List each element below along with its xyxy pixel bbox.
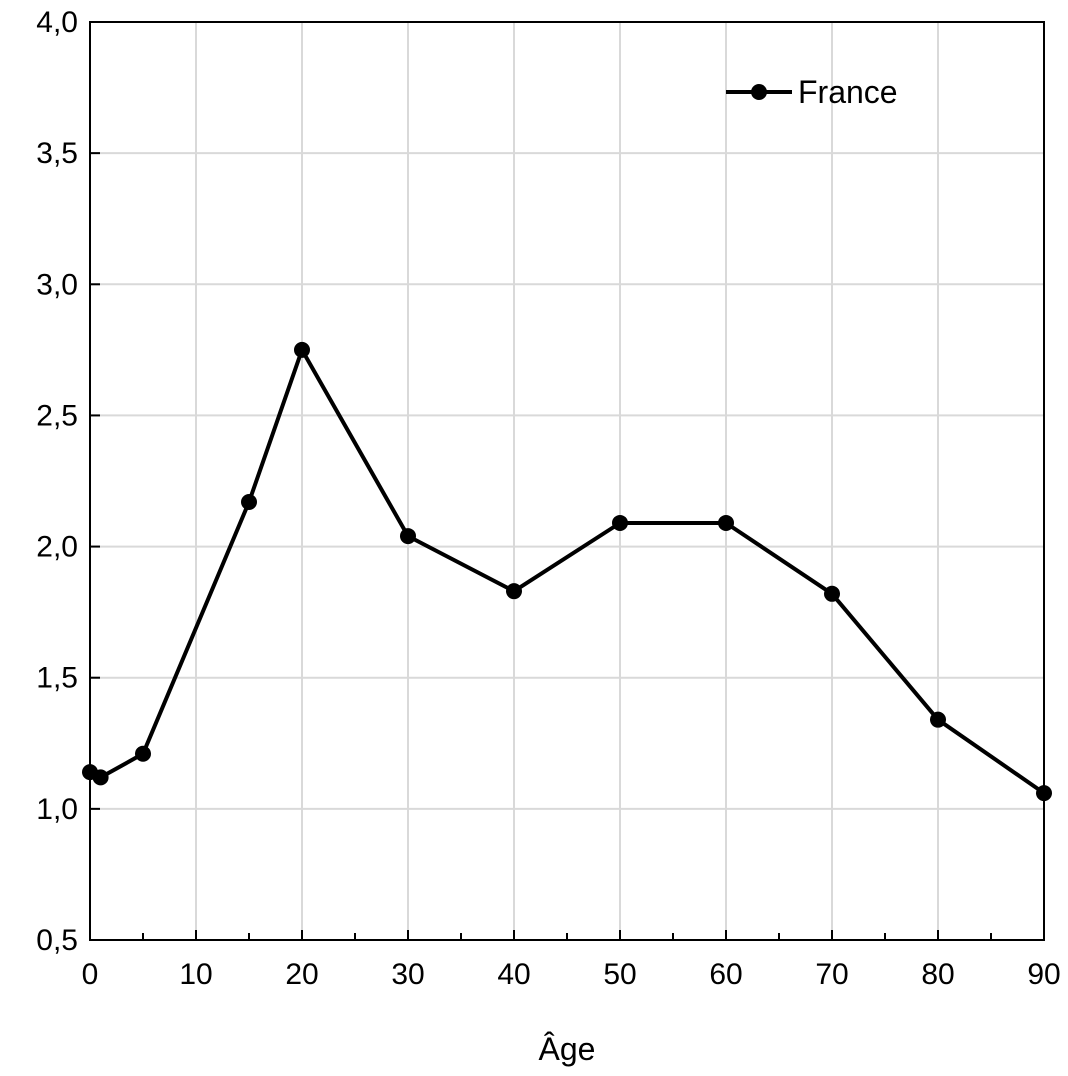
y-tick-label-3: 2,0: [36, 531, 78, 564]
y-tick-label-7: 4,0: [36, 6, 78, 39]
x-tick-label-6: 60: [709, 958, 742, 991]
y-tick-label-4: 2,5: [36, 399, 78, 432]
axes: [89, 21, 1045, 941]
series-line-0: [89, 347, 1046, 795]
legend: France: [726, 74, 898, 110]
x-tick-label-9: 90: [1027, 958, 1060, 991]
data-point-0-10: [930, 711, 946, 728]
data-point-0-5: [400, 528, 416, 545]
grid: [90, 21, 1045, 940]
data-point-0-1: [92, 769, 109, 786]
x-tick-label-7: 70: [815, 958, 848, 991]
series: [82, 341, 1052, 802]
legend-label-france: France: [798, 74, 898, 110]
x-tick-label-8: 80: [921, 958, 954, 991]
data-point-0-3: [241, 493, 257, 510]
data-point-0-8: [718, 514, 734, 531]
x-tick-label-3: 30: [391, 958, 424, 991]
x-tick-label-4: 40: [497, 958, 530, 991]
data-point-0-9: [824, 585, 840, 602]
x-tick-label-2: 20: [285, 958, 318, 991]
legend-marker: [751, 84, 767, 100]
y-tick-label-0: 0,5: [36, 924, 78, 957]
data-point-0-7: [612, 514, 628, 531]
y-tick-label-5: 3,0: [36, 268, 78, 301]
data-point-0-11: [1036, 785, 1052, 802]
plot-frame: [89, 21, 1045, 941]
x-tick-label-5: 50: [603, 958, 636, 991]
y-tick-label-6: 3,5: [36, 137, 78, 170]
y-tick-label-1: 1,0: [36, 793, 78, 826]
x-axis-title: Âge: [539, 1031, 596, 1067]
y-tick-label-2: 1,5: [36, 662, 78, 695]
x-tick-label-1: 10: [179, 958, 212, 991]
data-point-0-6: [506, 583, 522, 600]
data-point-0-2: [135, 745, 151, 762]
x-tick-label-0: 0: [82, 958, 99, 991]
tick-labels: 0 10 20 30 40 50 60 70 80 90 0,5 1,0 1,5 2,0 2,5 3,0 3,5…: [36, 6, 1060, 991]
data-point-0-4: [294, 341, 310, 358]
